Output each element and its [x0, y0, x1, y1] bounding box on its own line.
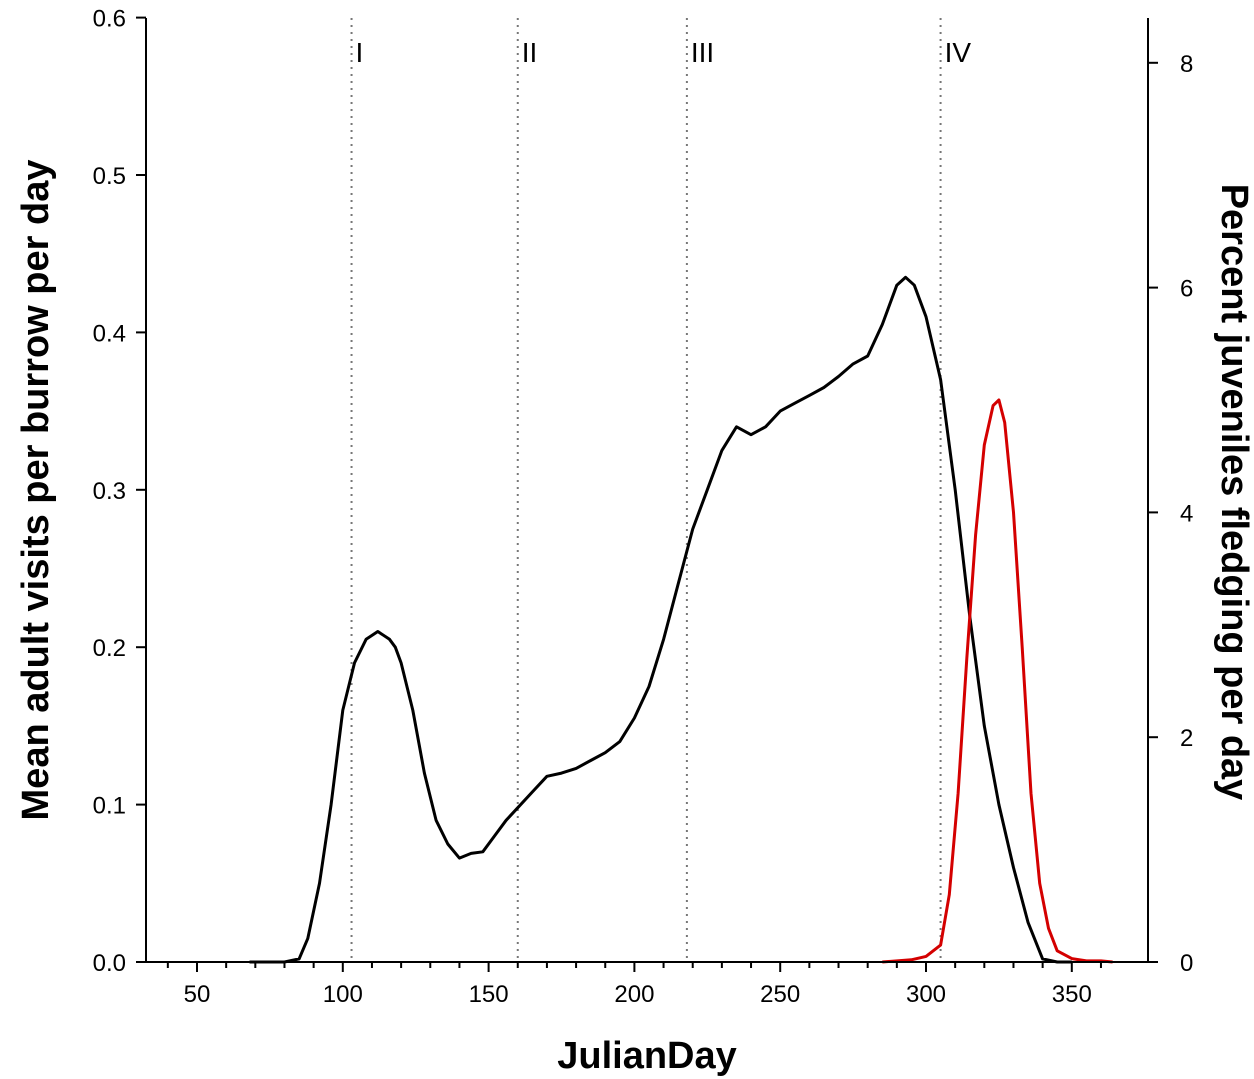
right-y-axis-title: Percent juveniles fledging per day	[1213, 184, 1254, 801]
x-tick-label: 100	[323, 981, 363, 1008]
x-tick-label: 200	[614, 981, 654, 1008]
ticks: 50 100 150 200 250 300 350 0.0 0.1 0.2 0.3 0.4 0.5 0.…	[93, 6, 1194, 1008]
phase-lines: I II III IV	[350, 18, 972, 962]
x-tick-label: 300	[906, 981, 946, 1008]
left-y-tick-label: 0.2	[93, 635, 126, 662]
left-y-tick-label: 0.5	[93, 163, 126, 190]
left-y-tick-label: 0.3	[93, 478, 126, 505]
x-tick-label: 350	[1052, 981, 1092, 1008]
x-axis-title: JulianDay	[557, 1035, 737, 1077]
x-tick-label: 50	[184, 981, 211, 1008]
phase-label-III: III	[691, 37, 714, 68]
right-y-tick-label: 6	[1180, 276, 1193, 303]
left-y-tick-label: 0.0	[93, 950, 126, 977]
left-y-axis-title: Mean adult visits per burrow per day	[15, 160, 57, 821]
series-lines	[249, 275, 1113, 964]
series-line-left	[249, 275, 1072, 964]
right-y-tick-label: 8	[1180, 51, 1193, 78]
x-tick-label: 150	[469, 981, 509, 1008]
right-y-tick-label: 4	[1180, 500, 1193, 527]
left-y-tick-label: 0.4	[93, 320, 126, 347]
x-tick-label: 250	[760, 981, 800, 1008]
phase-label-IV: IV	[945, 37, 972, 68]
phase-label-I: I	[356, 37, 364, 68]
series-line-right	[882, 398, 1113, 964]
right-y-tick-label: 0	[1180, 950, 1193, 977]
phase-label-II: II	[522, 37, 538, 68]
right-y-tick-label: 2	[1180, 725, 1193, 752]
left-y-tick-label: 0.1	[93, 793, 126, 820]
left-y-tick-label: 0.6	[93, 6, 126, 33]
axes	[145, 18, 1149, 963]
